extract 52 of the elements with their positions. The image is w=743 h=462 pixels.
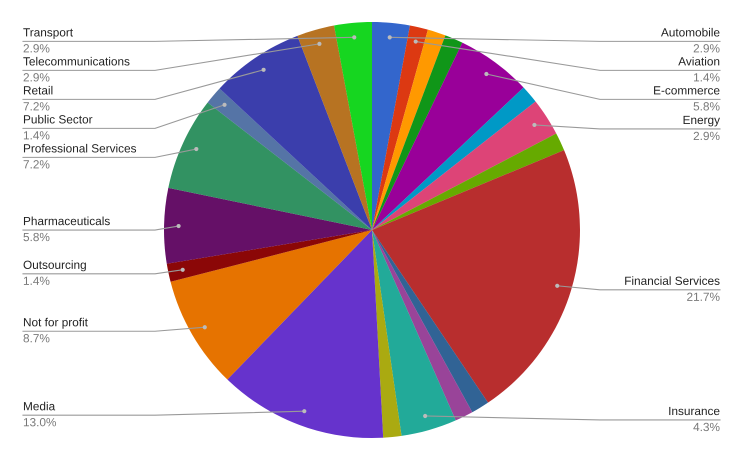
pie-slice xyxy=(170,230,372,380)
pie-slice xyxy=(227,230,384,438)
pie-slice xyxy=(372,133,564,230)
data-label: 5.8% xyxy=(23,232,50,242)
pie-slice xyxy=(166,230,372,282)
slice-label: Aviation xyxy=(678,56,720,66)
pie-slice xyxy=(168,102,372,230)
slice-label: Professional Services xyxy=(24,144,136,153)
data-label: 2.9% xyxy=(694,132,720,140)
slice-label: Retail xyxy=(24,86,52,95)
data-label: 4.3% xyxy=(693,422,720,432)
data-label: 7.2% xyxy=(24,160,50,168)
data-label: 5.8% xyxy=(694,102,720,111)
data-label: 1.4% xyxy=(24,131,50,140)
pie-slice xyxy=(372,42,524,230)
slice-label: Public Sector xyxy=(24,114,92,124)
pie-slice xyxy=(372,230,472,420)
pie-slice xyxy=(208,88,372,230)
pie-slice xyxy=(372,30,446,230)
data-label: 2.9% xyxy=(694,44,720,53)
slice-label: Telecommunications xyxy=(23,56,130,66)
pie-slice xyxy=(164,188,372,264)
pie-slice xyxy=(372,88,536,230)
data-label: 1.4% xyxy=(694,73,720,82)
data-label: 2.9% xyxy=(24,73,50,82)
slice-label: Transport xyxy=(23,28,73,39)
slice-label: Insurance xyxy=(669,406,720,416)
data-label: 2.9% xyxy=(24,44,50,53)
pie-slice xyxy=(372,230,402,438)
data-label: 8.7% xyxy=(24,334,50,342)
slice-label: Pharmaceuticals xyxy=(24,216,110,226)
pie-slice xyxy=(372,150,580,403)
pie-slice xyxy=(297,25,372,230)
slice-label: Not for profit xyxy=(24,318,88,329)
data-label: 21.7% xyxy=(687,292,720,301)
pie-slice xyxy=(372,22,410,230)
pie-slice xyxy=(372,35,462,230)
slice-label: Energy xyxy=(684,116,720,126)
data-label: 1.4% xyxy=(24,276,50,285)
pie-slice xyxy=(334,22,372,230)
slice-label: Outsourcing xyxy=(24,260,86,272)
data-label: 13.0% xyxy=(24,418,56,426)
pie-slice xyxy=(372,25,428,230)
slice-label: E-commerce xyxy=(654,86,720,95)
pie-slice xyxy=(220,36,372,230)
slice-label: Media xyxy=(24,402,56,410)
slice-label: Automobile xyxy=(660,28,720,37)
slice-label: Financial Services xyxy=(625,276,720,285)
pie-slice xyxy=(372,230,456,436)
pie-slice xyxy=(372,101,556,230)
data-label: 7.2% xyxy=(24,102,50,110)
pie-slice xyxy=(372,230,488,412)
